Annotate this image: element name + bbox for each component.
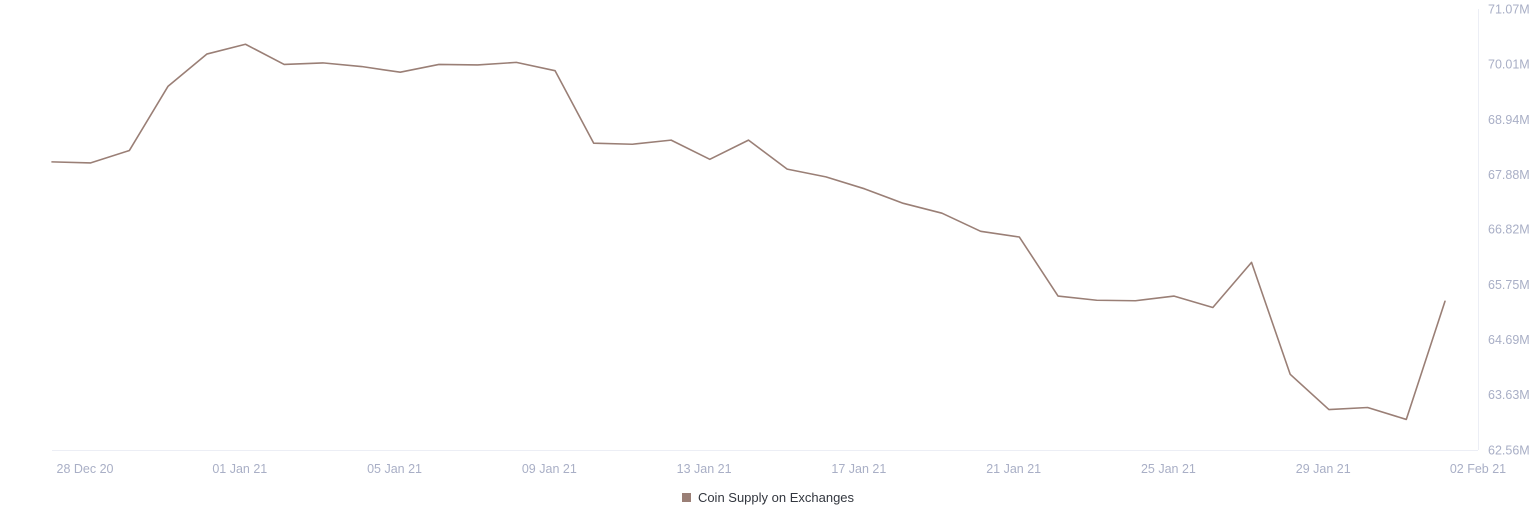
x-axis-tick-label: 21 Jan 21 (986, 462, 1041, 476)
x-axis-tick-label: 02 Feb 21 (1450, 462, 1506, 476)
x-axis-tick-label: 05 Jan 21 (367, 462, 422, 476)
x-axis-tick-label: 13 Jan 21 (677, 462, 732, 476)
x-axis-tick-labels: 28 Dec 20 01 Jan 21 05 Jan 21 09 Jan 21 13 J… (57, 462, 1507, 476)
y-axis-tick-label: 67.88M (1488, 168, 1530, 182)
chart-series-line[interactable] (51, 43, 1446, 421)
chart-series-group (51, 43, 1446, 421)
x-axis-tick-label: 28 Dec 20 (57, 462, 114, 476)
y-axis-tick-label: 65.75M (1488, 278, 1530, 292)
y-axis-tick-label: 70.01M (1488, 57, 1530, 71)
legend-item-label: Coin Supply on Exchanges (697, 490, 855, 505)
y-axis-tick-label: 66.82M (1488, 223, 1530, 237)
y-axis-tick-label: 68.94M (1488, 113, 1530, 127)
x-axis-tick-label: 01 Jan 21 (212, 462, 267, 476)
x-axis-tick-label: 17 Jan 21 (831, 462, 886, 476)
x-axis-tick-label: 29 Jan 21 (1296, 462, 1351, 476)
legend-swatch-icon (681, 493, 691, 502)
x-axis-tick-label: 25 Jan 21 (1141, 462, 1196, 476)
y-axis-tick-label: 64.69M (1488, 333, 1530, 347)
y-axis-tick-label: 62.56M (1488, 444, 1530, 458)
legend-item-coin-supply-on-exchanges[interactable]: Coin Supply on Exchanges (681, 490, 855, 505)
y-axis-tick-label: 71.07M (1488, 3, 1530, 17)
x-axis-tick-label: 09 Jan 21 (522, 462, 577, 476)
chart-legend: Coin Supply on Exchanges (0, 491, 1536, 504)
chart-axes (52, 9, 1479, 451)
y-axis-tick-labels: 71.07M 70.01M 68.94M 67.88M 66.82M 65.75M 64.6… (1488, 3, 1530, 458)
y-axis-tick-label: 63.63M (1488, 388, 1530, 402)
